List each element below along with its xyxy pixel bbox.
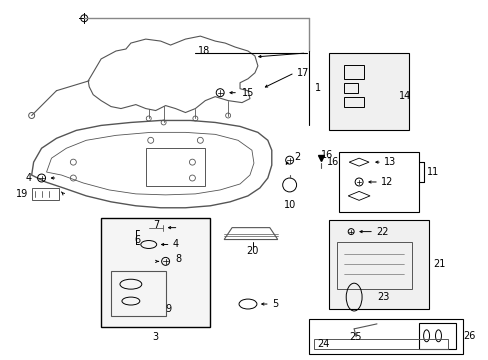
Text: 15: 15 bbox=[242, 88, 254, 98]
Text: 7: 7 bbox=[152, 220, 159, 230]
Text: 22: 22 bbox=[375, 226, 387, 237]
Text: 6: 6 bbox=[134, 234, 141, 244]
Bar bbox=[328, 220, 427, 309]
Circle shape bbox=[161, 120, 166, 125]
Text: 12: 12 bbox=[380, 177, 392, 187]
Bar bbox=[339, 152, 418, 212]
Text: 8: 8 bbox=[175, 255, 181, 264]
Text: 19: 19 bbox=[17, 189, 29, 199]
Text: 2: 2 bbox=[294, 152, 300, 162]
Bar bbox=[344, 65, 364, 79]
Circle shape bbox=[146, 116, 151, 121]
Text: 13: 13 bbox=[383, 157, 395, 167]
Text: 14: 14 bbox=[398, 91, 410, 101]
Text: 17: 17 bbox=[296, 68, 308, 78]
Text: 11: 11 bbox=[426, 167, 438, 177]
Text: 24: 24 bbox=[317, 339, 329, 349]
Text: 20: 20 bbox=[246, 247, 259, 256]
Bar bbox=[111, 271, 165, 316]
Text: 16: 16 bbox=[326, 157, 339, 167]
Bar bbox=[344, 96, 364, 107]
Bar bbox=[344, 83, 357, 93]
Text: 25: 25 bbox=[348, 332, 361, 342]
Text: 5: 5 bbox=[271, 299, 278, 309]
Bar bbox=[32, 188, 60, 200]
Bar bbox=[314, 339, 447, 349]
Bar bbox=[337, 242, 411, 289]
Text: 16: 16 bbox=[321, 150, 333, 160]
Text: 4: 4 bbox=[25, 173, 32, 183]
Text: 26: 26 bbox=[462, 331, 475, 341]
Circle shape bbox=[192, 116, 198, 121]
Text: 18: 18 bbox=[198, 46, 210, 56]
Circle shape bbox=[225, 113, 230, 118]
Bar bbox=[145, 148, 205, 186]
Text: 10: 10 bbox=[283, 200, 295, 210]
Text: 1: 1 bbox=[314, 83, 320, 93]
Text: 4: 4 bbox=[172, 239, 178, 249]
Bar bbox=[101, 218, 210, 327]
Bar bbox=[328, 53, 408, 130]
Bar bbox=[418, 323, 455, 349]
Text: 23: 23 bbox=[376, 292, 388, 302]
Text: 21: 21 bbox=[433, 259, 445, 269]
Bar bbox=[309, 319, 462, 354]
Text: 3: 3 bbox=[152, 332, 159, 342]
Text: 9: 9 bbox=[165, 304, 171, 314]
